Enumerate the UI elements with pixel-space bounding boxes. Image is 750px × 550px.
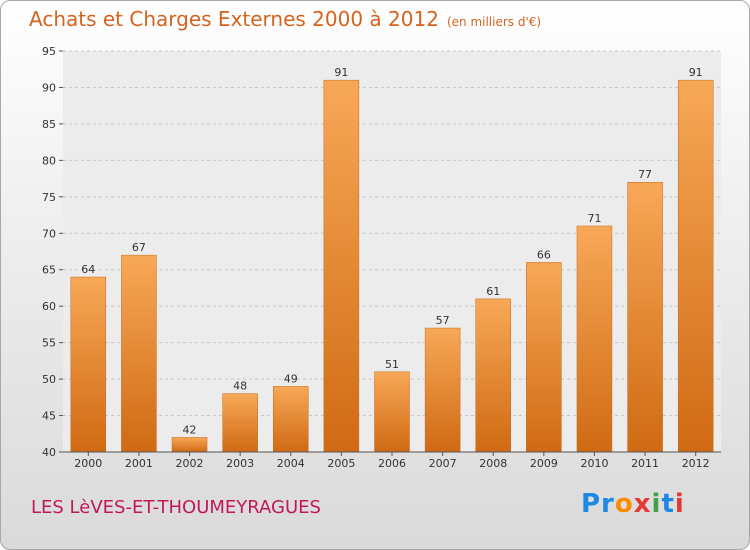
- y-axis-labels: 40 45 50 55 60 65 70 75 80 85 90 95: [42, 45, 56, 459]
- bar-2004: [273, 386, 309, 453]
- x-tick-label-2000: 2000: [74, 457, 102, 470]
- bar-2009: [526, 262, 562, 453]
- y-tick-label: 80: [42, 154, 56, 167]
- y-tick-label: 75: [42, 191, 56, 204]
- x-tick-label-2006: 2006: [378, 457, 406, 470]
- bar-2010: [576, 225, 613, 453]
- y-tick-label: 95: [42, 45, 56, 58]
- data-label-2009: 66: [537, 248, 551, 261]
- y-tick-label: 90: [42, 81, 56, 94]
- x-tick-label-2010: 2010: [580, 457, 608, 470]
- data-label-2001: 67: [132, 241, 146, 254]
- data-label-2012: 91: [689, 66, 703, 79]
- y-tick-label: 40: [42, 446, 56, 459]
- data-label-2006: 51: [385, 358, 399, 371]
- x-tick-label-2008: 2008: [479, 457, 507, 470]
- bar-2005: [323, 79, 360, 453]
- data-label-2004: 49: [284, 372, 298, 385]
- x-tick-label-2003: 2003: [226, 457, 254, 470]
- bar-2002: [171, 437, 208, 453]
- y-tick-label: 70: [42, 227, 56, 240]
- data-label-2002: 42: [183, 423, 197, 436]
- x-axis-labels: 2000 2001 2002 2003 2004 2005 2006 2007 2008 2009…: [74, 452, 710, 470]
- data-label-2003: 48: [233, 380, 247, 393]
- bars: [70, 79, 714, 453]
- data-label-2010: 71: [587, 212, 601, 225]
- x-tick-label-2002: 2002: [176, 457, 204, 470]
- chart-title: Achats et Charges Externes 2000 à 2012 (e…: [29, 7, 541, 31]
- x-tick-label-2011: 2011: [631, 457, 659, 470]
- chart-title-text: Achats et Charges Externes 2000 à 2012: [29, 7, 439, 31]
- y-tick-label: 65: [42, 264, 56, 277]
- x-tick-label-2005: 2005: [327, 457, 355, 470]
- x-tick-label-2007: 2007: [429, 457, 457, 470]
- data-label-2007: 57: [436, 314, 450, 327]
- bar-2000: [70, 276, 107, 453]
- proxiti-logo[interactable]: Proxiti: [581, 489, 685, 519]
- x-tick-label-2001: 2001: [125, 457, 153, 470]
- data-label-2000: 64: [81, 263, 95, 276]
- y-tick-label: 55: [42, 337, 56, 350]
- y-tick-label: 85: [42, 118, 56, 131]
- bar-2007: [424, 327, 461, 453]
- location-name: LES LèVES-ET-THOUMEYRAGUES: [31, 497, 321, 518]
- bar-2003: [222, 393, 258, 453]
- x-tick-label-2004: 2004: [277, 457, 305, 470]
- bar-2012: [677, 79, 714, 453]
- bar-2011: [627, 181, 663, 453]
- data-label-2008: 61: [486, 285, 500, 298]
- y-tick-label: 60: [42, 300, 56, 313]
- x-tick-label-2012: 2012: [682, 457, 710, 470]
- bar-2008: [475, 298, 511, 453]
- data-label-2005: 91: [334, 66, 348, 79]
- y-tick-label: 50: [42, 373, 56, 386]
- chart-unit: (en milliers d'€): [446, 15, 542, 29]
- x-tick-label-2009: 2009: [530, 457, 558, 470]
- data-labels: 64 67 42 48 49 91 51 57 61 66 71 77 91: [81, 66, 702, 436]
- bar-2001: [121, 254, 157, 453]
- bar-2006: [374, 371, 410, 453]
- data-label-2011: 77: [638, 168, 652, 181]
- y-tick-label: 45: [42, 410, 56, 423]
